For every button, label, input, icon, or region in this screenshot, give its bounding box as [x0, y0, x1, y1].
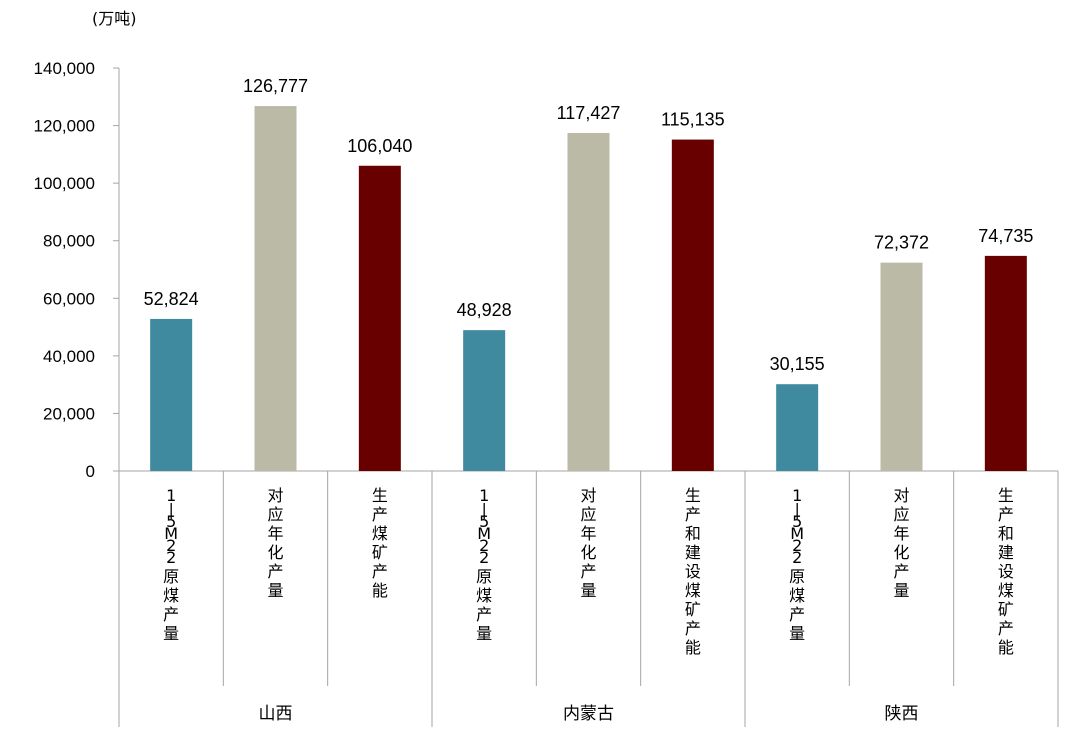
group-label: 陕西	[885, 704, 919, 724]
data-label: 126,777	[243, 76, 308, 96]
y-tick-label: 40,000	[43, 347, 95, 366]
data-label: 117,427	[557, 103, 621, 123]
category-label: 1 | 5 M 2 2 原煤产量	[163, 486, 179, 643]
data-label: 52,824	[144, 289, 199, 309]
data-label: 74,735	[978, 226, 1033, 246]
bar	[776, 384, 819, 471]
bar	[880, 262, 923, 471]
bar	[150, 318, 193, 471]
group-label: 山西	[259, 704, 293, 724]
data-label: 48,928	[457, 300, 512, 320]
category-label: 对应年化产量	[580, 486, 596, 600]
data-label: 72,372	[874, 233, 929, 253]
category-label: 对应年化产量	[267, 486, 283, 600]
y-tick-label: 100,000	[34, 174, 95, 193]
bar	[463, 330, 506, 471]
y-tick-label: 120,000	[34, 117, 95, 136]
category-label: 对应年化产量	[893, 486, 909, 600]
bar	[358, 165, 401, 471]
category-label: 生产和建设煤矿产能	[998, 486, 1014, 657]
y-tick-label: 80,000	[43, 232, 95, 251]
bars: 52,824 126,777 106,040 48,928 117,427 115,135…	[144, 76, 1033, 471]
category-label: 1 | 5 M 2 2 原煤产量	[789, 486, 805, 643]
group-label: 内蒙古	[563, 704, 614, 724]
data-label: 106,040	[347, 136, 412, 156]
data-label: 115,135	[661, 110, 725, 130]
category-label: 生产煤矿产能	[372, 486, 388, 600]
y-unit-label: (万吨)	[92, 9, 137, 28]
y-tick-label: 20,000	[43, 404, 95, 423]
data-label: 30,155	[770, 354, 825, 374]
category-label: 1 | 5 M 2 2 原煤产量	[476, 486, 492, 643]
y-tick-label: 60,000	[43, 289, 95, 308]
bar	[671, 139, 714, 471]
y-tick-label: 140,000	[34, 59, 95, 78]
bar	[254, 106, 297, 471]
y-tick-label: 0	[86, 462, 95, 481]
bar	[984, 255, 1027, 471]
bar	[567, 132, 610, 471]
category-label: 生产和建设煤矿产能	[685, 486, 701, 657]
